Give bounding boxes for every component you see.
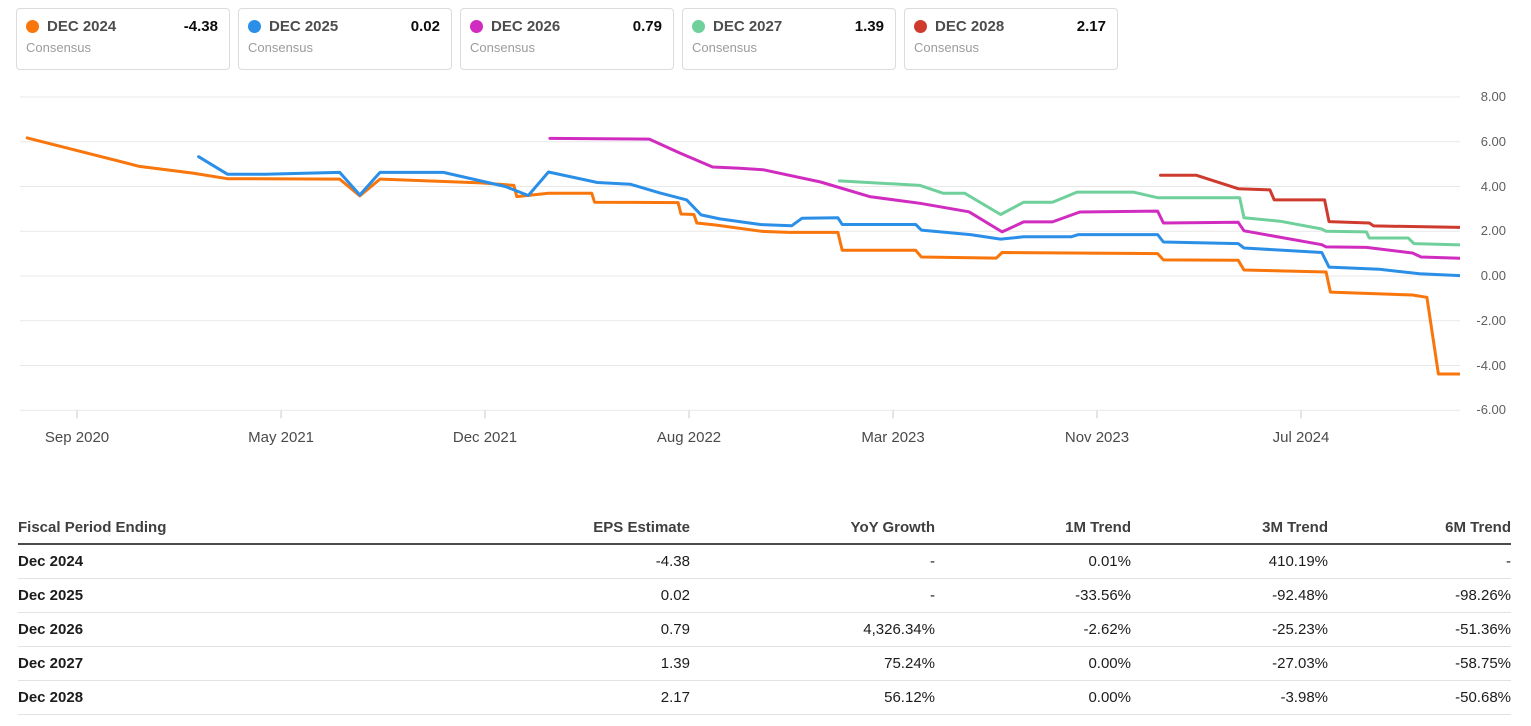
yoy-growth-cell: 75.24% — [690, 646, 935, 681]
col-yoy-growth: YoY Growth — [690, 511, 935, 545]
y-axis-label: 2.00 — [1480, 223, 1506, 239]
estimates-table: Fiscal Period Ending EPS Estimate YoY Gr… — [18, 511, 1511, 715]
fiscal-period-cell: Dec 2027 — [18, 646, 368, 681]
fiscal-period-cell: Dec 2025 — [18, 578, 368, 613]
y-axis-label: 8.00 — [1480, 89, 1506, 104]
legend-card[interactable]: DEC 2024 -4.38 Consensus — [16, 8, 230, 70]
legend-series-sublabel: Consensus — [914, 40, 980, 55]
x-axis-label: Dec 2021 — [452, 429, 518, 446]
trend-1m-cell: -2.62% — [935, 612, 1131, 647]
table-row: Dec 2024 -4.38 - 0.01% 410.19% - — [18, 544, 1511, 579]
eps-estimate-cell: 0.02 — [368, 578, 690, 613]
trend-1m-cell: -33.56% — [935, 578, 1131, 613]
legend-series-sublabel: Consensus — [470, 40, 536, 55]
x-axis-label: Sep 2020 — [44, 429, 110, 446]
legend-card[interactable]: DEC 2027 1.39 Consensus — [682, 8, 896, 70]
col-3m-trend: 3M Trend — [1131, 511, 1328, 545]
trend-3m-cell: -92.48% — [1131, 578, 1328, 613]
legend-series-value: 0.02 — [410, 18, 440, 35]
eps-estimate-cell: 2.17 — [368, 680, 690, 715]
chart-plot-area[interactable] — [20, 90, 1460, 420]
table-row: Dec 2025 0.02 - -33.56% -92.48% -98.26% — [18, 578, 1511, 613]
fiscal-period-cell: Dec 2026 — [18, 612, 368, 647]
legend-series-label: DEC 2024 — [47, 18, 117, 35]
fiscal-period-cell: Dec 2028 — [18, 680, 368, 715]
y-axis-label: -6.00 — [1476, 402, 1506, 418]
yoy-growth-cell: 56.12% — [690, 680, 935, 715]
legend-card[interactable]: DEC 2025 0.02 Consensus — [238, 8, 452, 70]
series-line — [25, 136, 1460, 376]
trend-3m-cell: 410.19% — [1131, 544, 1328, 579]
col-eps-estimate: EPS Estimate — [368, 511, 690, 545]
table-row: Dec 2026 0.79 4,326.34% -2.62% -25.23% -… — [18, 612, 1511, 647]
legend-series-value: 1.39 — [854, 18, 884, 35]
x-axis-label: May 2021 — [248, 429, 314, 446]
trend-1m-cell: 0.00% — [935, 680, 1131, 715]
col-1m-trend: 1M Trend — [935, 511, 1131, 545]
legend-card[interactable]: DEC 2028 2.17 Consensus — [904, 8, 1118, 70]
legend-series-sublabel: Consensus — [248, 40, 314, 55]
trend-6m-cell: -50.68% — [1328, 680, 1511, 715]
series-line — [837, 179, 1460, 247]
col-6m-trend: 6M Trend — [1328, 511, 1511, 545]
trend-6m-cell: -58.75% — [1328, 646, 1511, 681]
legend-series-sublabel: Consensus — [692, 40, 758, 55]
y-axis-label: -2.00 — [1476, 312, 1506, 328]
trend-6m-cell: -98.26% — [1328, 578, 1511, 613]
legend-series-sublabel: Consensus — [26, 40, 92, 55]
series-color-dot-icon — [914, 20, 927, 33]
eps-estimate-cell: 1.39 — [368, 646, 690, 681]
y-axis-label: -4.00 — [1476, 357, 1506, 373]
y-axis-label: 0.00 — [1480, 268, 1506, 283]
legend-series-value: 0.79 — [632, 18, 662, 35]
legend-series-value: -4.38 — [183, 18, 218, 35]
x-axis-label: Aug 2022 — [656, 429, 722, 446]
yoy-growth-cell: 4,326.34% — [690, 612, 935, 647]
fiscal-period-cell: Dec 2024 — [18, 544, 368, 579]
legend-series-label: DEC 2026 — [491, 18, 561, 35]
table-header-row: Fiscal Period Ending EPS Estimate YoY Gr… — [18, 511, 1511, 545]
series-line — [548, 136, 1460, 260]
trend-6m-cell: -51.36% — [1328, 612, 1511, 647]
trend-3m-cell: -27.03% — [1131, 646, 1328, 681]
x-axis-label: Jul 2024 — [1272, 429, 1330, 446]
x-axis-label: Nov 2023 — [1064, 429, 1130, 446]
legend-series-label: DEC 2025 — [269, 18, 339, 35]
legend-series-label: DEC 2028 — [935, 18, 1005, 35]
series-line — [197, 155, 1460, 278]
table-row: Dec 2028 2.17 56.12% 0.00% -3.98% -50.68… — [18, 680, 1511, 715]
legend-series-label: DEC 2027 — [713, 18, 783, 35]
estimates-table-body: Dec 2024 -4.38 - 0.01% 410.19% - Dec 202… — [18, 544, 1511, 715]
yoy-growth-cell: - — [690, 578, 935, 613]
eps-estimate-cell: 0.79 — [368, 612, 690, 647]
series-line — [1159, 173, 1460, 229]
y-axis-label: 6.00 — [1480, 133, 1506, 149]
trend-6m-cell: - — [1328, 544, 1511, 579]
series-color-dot-icon — [692, 20, 705, 33]
series-color-dot-icon — [26, 20, 39, 33]
series-color-dot-icon — [248, 20, 261, 33]
eps-estimate-cell: -4.38 — [368, 544, 690, 579]
table-row: Dec 2027 1.39 75.24% 0.00% -27.03% -58.7… — [18, 646, 1511, 681]
trend-3m-cell: -3.98% — [1131, 680, 1328, 715]
legend-series-value: 2.17 — [1076, 18, 1106, 35]
y-axis-label: 4.00 — [1480, 178, 1506, 194]
col-fiscal-period-ending: Fiscal Period Ending — [18, 511, 368, 545]
x-axis-label: Mar 2023 — [861, 429, 925, 446]
trend-3m-cell: -25.23% — [1131, 612, 1328, 647]
series-color-dot-icon — [470, 20, 483, 33]
trend-1m-cell: 0.00% — [935, 646, 1131, 681]
yoy-growth-cell: - — [690, 544, 935, 579]
trend-1m-cell: 0.01% — [935, 544, 1131, 579]
legend-card[interactable]: DEC 2026 0.79 Consensus — [460, 8, 674, 70]
legend: DEC 2024 -4.38 Consensus DEC 2025 0.02 C… — [16, 8, 1118, 70]
